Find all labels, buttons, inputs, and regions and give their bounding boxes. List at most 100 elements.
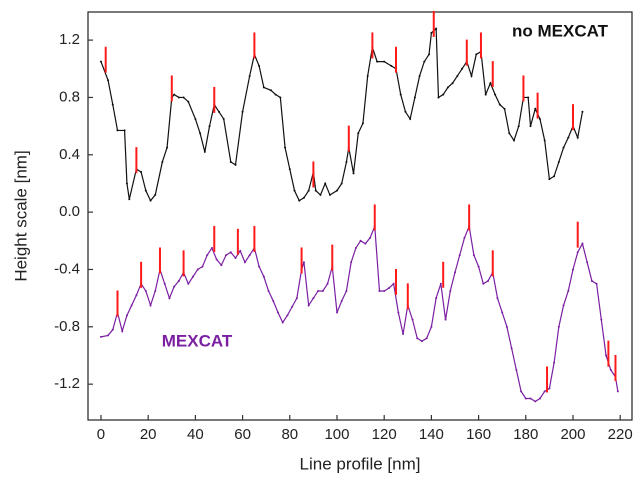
data-point [288, 168, 291, 171]
data-point [354, 246, 357, 249]
data-point [144, 189, 147, 192]
data-point [383, 60, 386, 63]
x-tick-label: 180 [513, 426, 538, 443]
y-tick-label: 1.2 [59, 31, 80, 48]
data-point [463, 236, 466, 239]
series-label: no MEXCAT [512, 21, 609, 40]
data-point [173, 285, 176, 288]
data-point [581, 110, 584, 113]
data-point [281, 321, 284, 324]
data-point [284, 146, 287, 149]
y-tick-label: -0.4 [54, 260, 80, 277]
data-point [144, 289, 147, 292]
data-point [449, 289, 452, 292]
data-point [487, 279, 490, 282]
x-tick-label: 100 [324, 426, 349, 443]
data-point [203, 150, 206, 153]
data-point [319, 193, 322, 196]
data-point [234, 257, 237, 260]
data-point [199, 132, 202, 135]
data-point [345, 160, 348, 163]
data-point [248, 254, 251, 257]
data-point [215, 258, 218, 261]
data-point [503, 107, 506, 110]
data-point [435, 297, 438, 300]
data-point [307, 304, 310, 307]
data-point [357, 132, 360, 135]
y-tick-label: 0.0 [59, 203, 80, 220]
data-point [392, 282, 395, 285]
data-point [397, 311, 400, 314]
data-point [472, 254, 475, 257]
x-tick-label: 140 [419, 426, 444, 443]
data-point [484, 93, 487, 96]
data-point [335, 311, 338, 314]
x-tick-label: 120 [372, 426, 397, 443]
data-point [262, 275, 265, 278]
data-point [359, 239, 362, 242]
data-point [390, 64, 393, 67]
data-point [562, 304, 565, 307]
data-point [222, 117, 225, 120]
data-point [229, 251, 232, 254]
data-point [229, 160, 232, 163]
data-point [437, 96, 440, 99]
data-point [512, 139, 515, 142]
y-axis-label: Height scale [nm] [11, 150, 30, 281]
data-point [404, 110, 407, 113]
y-tick-label: -0.8 [54, 318, 80, 335]
data-point [364, 242, 367, 245]
data-point [409, 117, 412, 120]
data-point [387, 287, 390, 290]
data-point [350, 261, 353, 264]
data-point [267, 289, 270, 292]
data-point [258, 265, 261, 268]
data-point [317, 289, 320, 292]
data-point [616, 390, 619, 393]
series-line [100, 224, 619, 403]
data-point [609, 368, 612, 371]
data-point [125, 314, 128, 317]
data-point [567, 289, 570, 292]
data-point [461, 67, 464, 70]
data-point [534, 400, 537, 403]
data-point [276, 311, 279, 314]
data-point [369, 236, 372, 239]
data-point [262, 86, 265, 89]
data-point [557, 160, 560, 163]
series-label: MEXCAT [162, 331, 233, 350]
data-point [312, 297, 315, 300]
data-point [258, 64, 261, 67]
data-point [243, 261, 246, 264]
data-point [418, 74, 421, 77]
data-point [293, 189, 296, 192]
data-point [456, 74, 459, 77]
x-tick-label: 60 [234, 426, 251, 443]
data-point [538, 397, 541, 400]
data-point [307, 189, 310, 192]
data-point [534, 107, 537, 110]
data-point [314, 189, 317, 192]
data-point [538, 117, 541, 120]
data-point [295, 297, 298, 300]
data-point [302, 261, 305, 264]
data-point [234, 163, 237, 166]
data-point [210, 246, 213, 249]
y-tick-label: -1.2 [54, 375, 80, 392]
data-point [399, 93, 402, 96]
data-point [166, 146, 169, 149]
data-point [496, 297, 499, 300]
data-point [515, 368, 518, 371]
data-point [168, 297, 171, 300]
x-tick-label: 80 [281, 426, 298, 443]
data-point [187, 100, 190, 103]
data-point [520, 390, 523, 393]
data-point [201, 265, 204, 268]
data-point [340, 182, 343, 185]
data-point [225, 254, 228, 257]
data-point [383, 289, 386, 292]
data-point [217, 110, 220, 113]
data-point [430, 31, 433, 34]
data-point [208, 125, 211, 128]
data-point [130, 304, 133, 307]
